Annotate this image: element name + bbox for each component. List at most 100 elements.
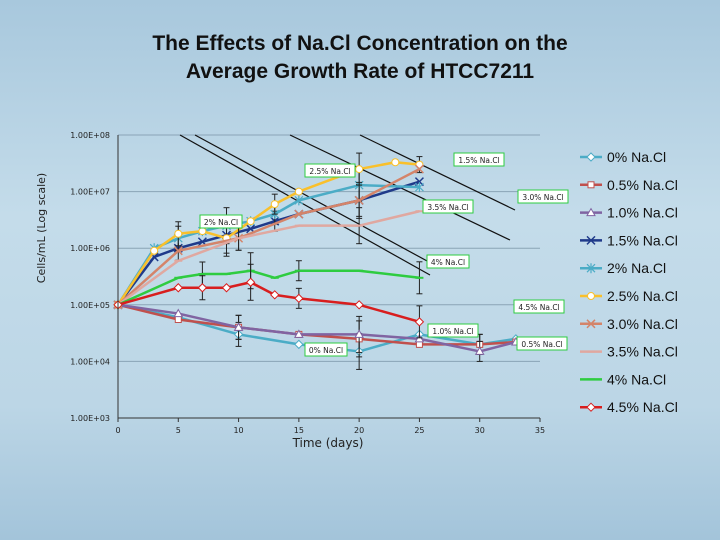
annotation-text: 2% Na.Cl [204,218,238,227]
x-tick-label: 15 [294,426,304,435]
legend-label: 4% Na.Cl [607,371,666,387]
annotation-border [304,342,348,357]
annotation-box: 2.5% Na.Cl [304,163,356,178]
data-point [246,217,255,226]
legend-label: 1.5% Na.Cl [607,232,678,248]
annotation-layer: 2.5% Na.Cl 1.5% Na.Cl 3.0% Na.Cl 3.5% Na.Cl… [199,152,569,357]
data-point [294,293,304,304]
legend-entry: 2.5% Na.Cl [580,288,678,304]
data-series [114,207,424,306]
x-tick-label: 25 [414,426,424,435]
y-tick-label: 1.00E+05 [70,301,110,310]
legend-label: 0.5% Na.Cl [607,177,678,193]
annotation-text: 2.5% Na.Cl [309,167,350,176]
legend-entry: 4.5% Na.Cl [580,399,678,415]
annotation-text: 3.0% Na.Cl [522,193,563,202]
axis-layer: 1.00E+08 1.00E+07 1.00E+06 1.00E+05 1.00E+04… [70,131,545,435]
data-point [174,229,183,238]
data-point [415,182,424,193]
annotation-text: 0.5% Na.Cl [521,340,562,349]
legend-entry: 0% Na.Cl [580,149,666,165]
data-point [586,207,596,217]
annotation-box: 3.5% Na.Cl [422,199,474,214]
legend-entry: 2% Na.Cl [580,260,666,276]
data-point [354,329,365,338]
data-point [293,329,304,338]
data-series [113,177,424,310]
data-point [173,246,183,256]
data-point [294,209,304,219]
title-line-1: The Effects of Na.Cl Concentration on th… [152,32,568,55]
data-point [587,292,595,300]
data-point [586,152,596,162]
annotation-border [422,199,474,214]
data-point [294,195,304,206]
legend-entry: 3.0% Na.Cl [580,316,678,332]
data-point [586,235,596,245]
x-tick-label: 10 [233,426,243,435]
x-tick-label: 5 [176,426,181,435]
data-point [198,227,207,236]
annotation-box: 1.0% Na.Cl [427,323,479,338]
annotation-box: 0.5% Na.Cl [516,336,568,351]
data-series [114,252,424,306]
legend-label: 1.0% Na.Cl [607,205,678,221]
annotation-text: 1.0% Na.Cl [432,327,473,336]
annotation-border [517,189,569,204]
y-axis-label: Cells/mL (Log scale) [35,173,48,283]
annotation-border [426,254,470,269]
y-tick-label: 1.00E+06 [70,244,110,253]
annotation-border [453,152,505,167]
data-point [174,315,182,323]
legend-label: 4.5% Na.Cl [607,399,678,415]
series-line [117,210,420,306]
data-point [474,346,485,355]
legend-label: 0% Na.Cl [607,149,666,165]
series-line [117,167,421,306]
annotation-text: 4% Na.Cl [431,258,465,267]
annotation-border [199,214,243,229]
data-point [586,319,596,329]
series-line [117,303,516,346]
y-tick-label: 1.00E+08 [70,131,110,140]
legend-label: 3.5% Na.Cl [607,344,678,360]
title-line-2: Average Growth Rate of HTCC7211 [185,60,535,83]
data-point [245,277,256,287]
x-tick-label: 20 [354,426,364,435]
annotation-text: 0% Na.Cl [309,346,343,355]
trend-line [194,134,441,269]
series-layer [113,152,521,370]
annotation-box: 2% Na.Cl [199,214,243,229]
data-point [173,308,184,318]
annotation-border [513,299,565,314]
trend-line [359,134,516,211]
chart-title: The Effects of Na.Cl Concentration on th… [60,30,660,86]
data-point [391,158,400,167]
legend: 0% Na.Cl 0.5% Na.Cl 1.0% Na.Cl 1.5% Na.Cl 2%… [580,149,678,415]
legend-entry: 4% Na.Cl [580,371,666,387]
annotation-box: 0% Na.Cl [304,342,348,357]
data-point [586,263,596,274]
data-point [173,283,183,293]
series-line [117,303,517,353]
data-point [586,402,596,412]
data-point [197,283,208,293]
trend-line [179,134,431,276]
annotation-box: 4% Na.Cl [426,254,470,269]
data-point [221,283,232,293]
x-axis-label: Time (days) [292,436,364,450]
legend-label: 2% Na.Cl [607,260,666,276]
data-point [414,333,425,343]
annotation-border [427,323,479,338]
data-point [270,290,280,300]
data-series [113,263,425,339]
annotation-box: 3.0% Na.Cl [517,189,569,204]
y-tick-label: 1.00E+07 [70,188,110,197]
legend-entry: 1.5% Na.Cl [580,232,678,248]
data-point [355,165,364,174]
annotation-box: 4.5% Na.Cl [513,299,565,314]
data-point [414,164,424,174]
data-point [414,317,425,327]
x-tick-label: 30 [475,426,485,435]
